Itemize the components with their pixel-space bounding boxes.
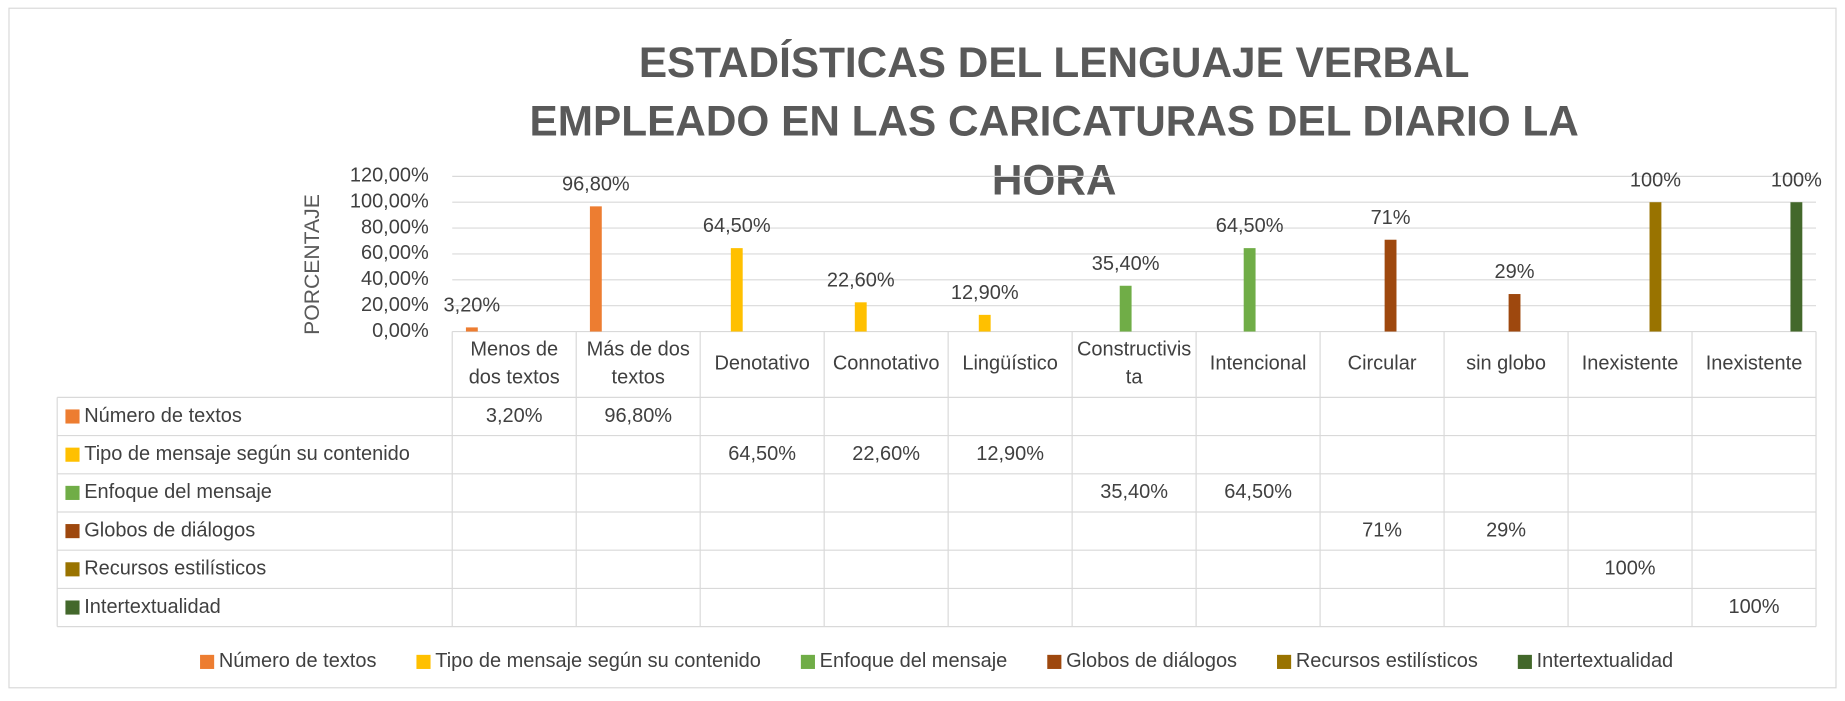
row-label: Intertextualidad — [84, 596, 221, 618]
data-label: 64,50% — [703, 215, 771, 237]
legend-key — [1517, 654, 1532, 669]
data-label: 64,50% — [1216, 215, 1284, 237]
table-cell: 35,40% — [1100, 481, 1168, 503]
legend-key — [416, 654, 431, 669]
table-cell: 100% — [1605, 558, 1656, 580]
x-tick-label: Connotativo — [833, 353, 940, 375]
legend-label: Número de textos — [219, 650, 377, 672]
legend-label: Globos de diálogos — [1066, 650, 1237, 672]
data-label: 100% — [1771, 169, 1822, 191]
x-tick-label: Constructivis ta — [1077, 339, 1191, 389]
bar — [1508, 294, 1521, 332]
data-label: 35,40% — [1092, 253, 1160, 275]
table-cell: 12,90% — [976, 443, 1044, 465]
row-label: Globos de diálogos — [84, 519, 255, 541]
y-tick-label: 0,00% — [372, 320, 429, 342]
y-tick-label: 60,00% — [361, 242, 429, 264]
x-tick-label: Inexistente — [1582, 353, 1679, 375]
table-cell: 100% — [1728, 596, 1779, 618]
bar — [1790, 202, 1803, 332]
x-tick-label: Circular — [1348, 353, 1417, 375]
row-label: Número de textos — [84, 405, 242, 427]
legend-label: Intertextualidad — [1537, 650, 1674, 672]
data-label: 3,20% — [444, 295, 501, 317]
x-tick-label: sin globo — [1466, 353, 1546, 375]
data-label: 71% — [1371, 207, 1411, 229]
y-tick-label: 40,00% — [361, 268, 429, 290]
data-label: 100% — [1630, 169, 1681, 191]
row-label: Recursos estilísticos — [84, 558, 266, 580]
data-label: 12,90% — [951, 282, 1019, 304]
x-tick-label: Inexistente — [1706, 353, 1803, 375]
legend-key — [65, 600, 80, 615]
x-tick-label: Menos de dos textos — [469, 339, 560, 389]
table-cell: 64,50% — [728, 443, 796, 465]
table-cell: 29% — [1486, 519, 1526, 541]
legend-label: Enfoque del mensaje — [820, 650, 1008, 672]
data-label: 96,80% — [562, 173, 630, 195]
data-label: 22,60% — [827, 269, 895, 291]
y-tick-label: 20,00% — [361, 294, 429, 316]
table-cell: 96,80% — [604, 405, 672, 427]
chart-frame — [8, 7, 1837, 689]
x-tick-label: Intencional — [1210, 353, 1307, 375]
y-tick-label: 100,00% — [350, 190, 429, 212]
table-cell: 64,50% — [1224, 481, 1292, 503]
x-tick-label: Denotativo — [714, 353, 809, 375]
y-tick-label: 120,00% — [350, 165, 429, 187]
bar — [465, 327, 478, 332]
data-label: 29% — [1495, 261, 1535, 283]
legend-key — [200, 654, 215, 669]
y-axis-label: PORCENTAJE — [301, 194, 324, 335]
row-label: Enfoque del mensaje — [84, 481, 272, 503]
table-cell: 22,60% — [852, 443, 920, 465]
x-tick-label: Más de dos textos — [587, 339, 690, 389]
y-tick-label: 80,00% — [361, 216, 429, 238]
legend-key — [65, 409, 80, 424]
row-label: Tipo de mensaje según su contenido — [84, 443, 410, 465]
bar — [730, 248, 743, 332]
x-tick-label: Lingüístico — [962, 353, 1057, 375]
legend-key — [65, 562, 80, 577]
bar — [1649, 202, 1662, 332]
legend-label: Tipo de mensaje según su contenido — [435, 650, 761, 672]
bar — [978, 314, 991, 332]
legend-key — [1277, 654, 1292, 669]
bar — [1384, 239, 1397, 332]
legend-key — [65, 447, 80, 462]
legend-key — [800, 654, 815, 669]
legend-key — [65, 485, 80, 500]
legend-key — [1047, 654, 1062, 669]
bar — [1243, 248, 1256, 332]
table-cell: 3,20% — [486, 405, 543, 427]
legend-label: Recursos estilísticos — [1296, 650, 1478, 672]
bar — [854, 302, 867, 332]
table-cell: 71% — [1362, 519, 1402, 541]
legend: Número de textos Tipo de mensaje según su… — [200, 650, 1673, 672]
chart-title: ESTADÍSTICAS DEL LENGUAJE VERBAL EMPLEADO… — [530, 39, 1579, 204]
legend-key — [65, 524, 80, 539]
bar — [1119, 285, 1132, 332]
bar — [589, 206, 602, 332]
